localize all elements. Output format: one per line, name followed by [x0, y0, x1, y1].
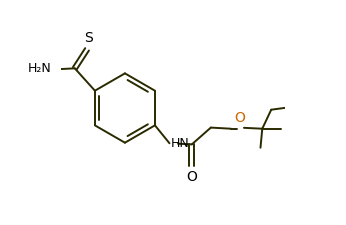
Text: O: O — [186, 170, 197, 184]
Text: HN: HN — [171, 137, 189, 150]
Text: S: S — [84, 31, 93, 45]
Text: O: O — [235, 111, 245, 125]
Text: H₂N: H₂N — [28, 62, 52, 75]
